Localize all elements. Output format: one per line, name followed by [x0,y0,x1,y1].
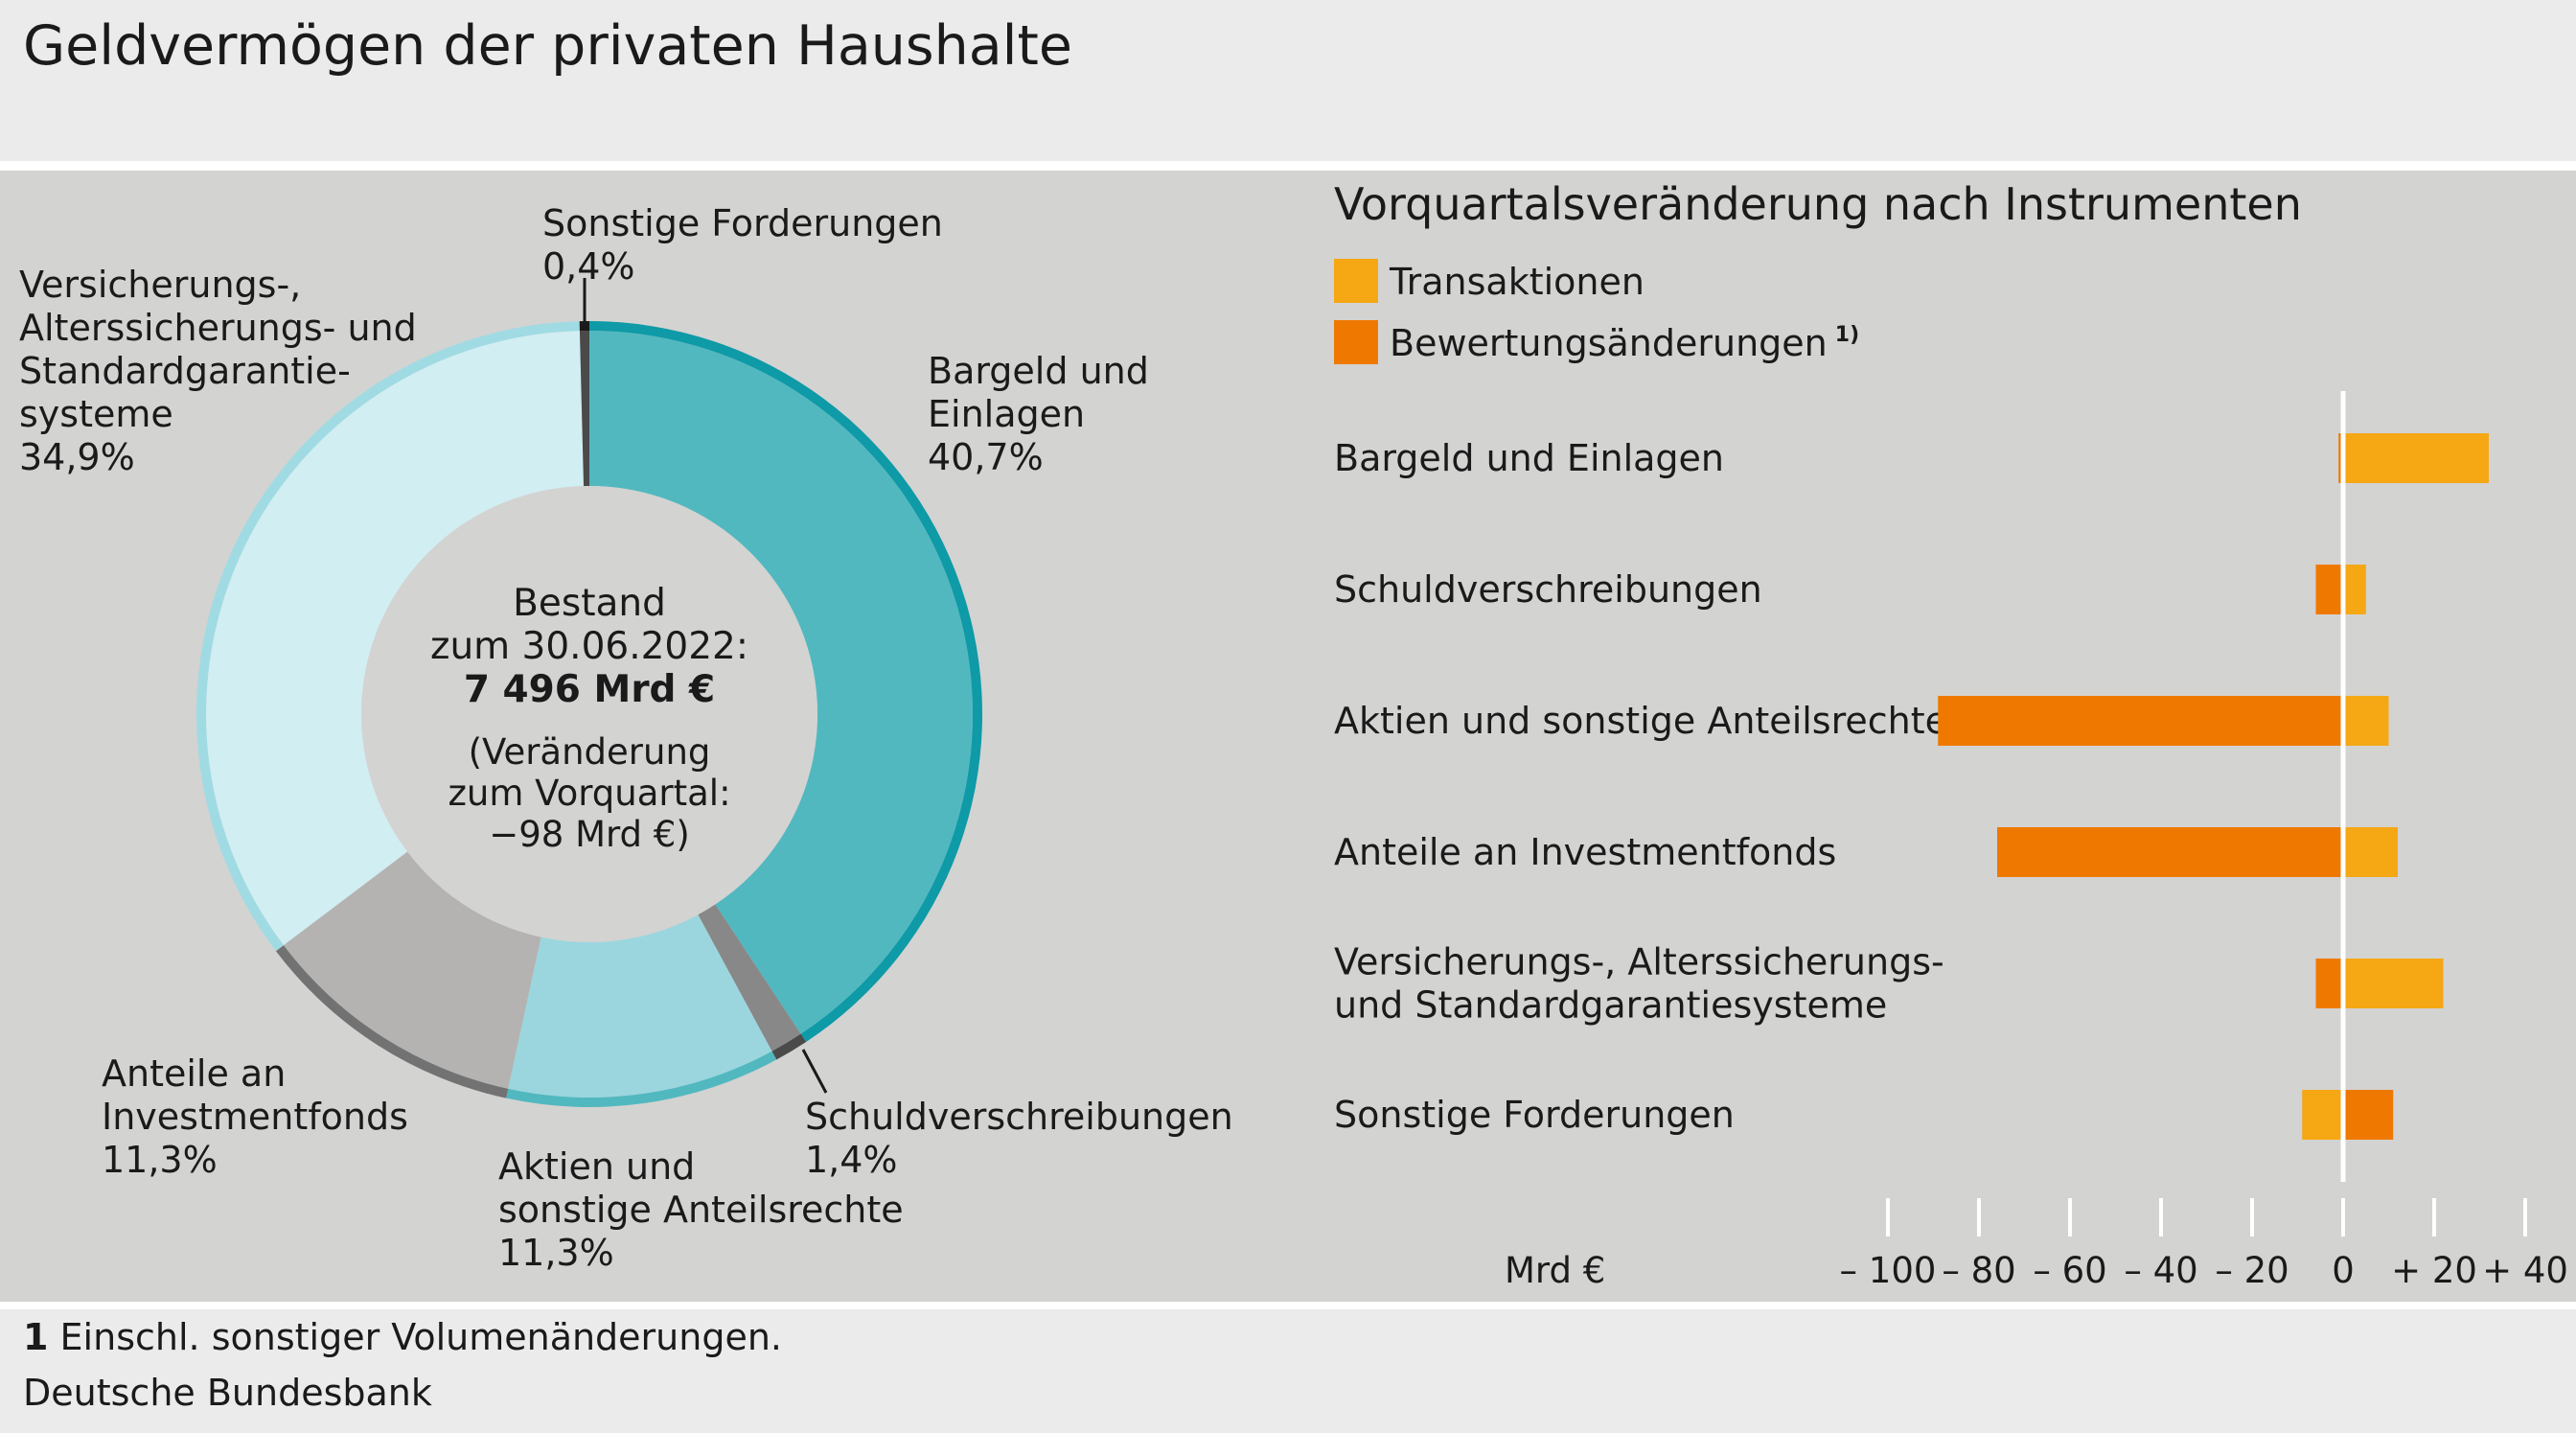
footnote-text: Einschl. sonstiger Volumenänderungen. [59,1316,783,1358]
panel-top-divider [0,161,2576,171]
bar-category-label: und Standardgarantiesysteme [1334,984,1887,1027]
bar-category-label: Schuldverschreibungen [1334,568,1762,611]
x-tick-label: – 20 [2215,1250,2288,1291]
donut-label-versicherungen: Standardgarantie- [19,350,351,392]
donut-center-line: 7 496 Mrd € [464,668,715,711]
donut-label-sonstige-forderungen: Sonstige Forderungen [542,202,943,244]
donut-center-line: Bestand [513,582,666,625]
donut-value-schuldverschreibungen: 1,4% [805,1139,898,1181]
donut-label-bargeld: Bargeld und [928,350,1149,392]
bar-transaktionen [2343,433,2489,483]
bar-transaktionen [2343,827,2398,877]
donut-value-aktien: 11,3% [498,1232,614,1274]
donut-label-investmentfonds: Investmentfonds [102,1096,408,1138]
x-tick-label: 0 [2332,1250,2355,1291]
x-tick-label: – 80 [1942,1250,2015,1291]
bar-bewertung [2315,959,2343,1008]
donut-slice-rim-sonstige-forderungen [579,321,589,332]
legend-superscript: 1) [1835,323,1859,347]
donut-label-aktien: Aktien und [498,1145,695,1188]
donut-value-bargeld: 40,7% [928,436,1044,478]
bar-bewertung [1938,696,2343,746]
bar-transaktionen [2302,1090,2343,1140]
donut-center-subline: (Veränderung [469,731,711,773]
bar-bewertung [2343,1090,2394,1140]
x-tick-label: – 60 [2033,1250,2106,1291]
bar-category-label: Aktien und sonstige Anteilsrechte [1334,700,1947,742]
donut-slice-schuldverschreibungen [698,904,801,1052]
x-tick-label: – 40 [2124,1250,2197,1291]
donut-slice-versicherungen [205,331,585,946]
legend-swatch-bewertung [1334,320,1378,364]
legend-swatch-transaktionen [1334,259,1378,303]
legend-label-bewertung: Bewertungsänderungen [1390,322,1828,364]
x-tick-label: – 100 [1840,1250,1937,1291]
donut-label-versicherungen: systeme [19,393,173,435]
bar-category-label: Versicherungs-, Alterssicherungs- [1334,941,1944,983]
page-title: Geldvermögen der privaten Haushalte [23,14,1072,78]
donut-hole [361,486,817,942]
donut-label-bargeld: Einlagen [928,393,1085,435]
donut-value-investmentfonds: 11,3% [102,1139,218,1181]
donut-label-aktien: sonstige Anteilsrechte [498,1189,904,1231]
donut-label-versicherungen: Alterssicherungs- und [19,307,417,349]
donut-center-subline: zum Vorquartal: [448,773,730,814]
donut-value-sonstige-forderungen: 0,4% [542,245,635,288]
donut-slice-bargeld [589,331,973,1034]
donut-label-versicherungen: Versicherungs-, [19,264,301,306]
footnote: 1 Einschl. sonstiger Volumenänderungen. [23,1313,782,1361]
leader-line-schuldverschreibungen [801,1049,828,1094]
bar-bewertung [2315,565,2343,614]
x-tick-label: + 40 [2482,1250,2568,1291]
donut-center-subline: −98 Mrd €) [489,814,690,855]
donut-center-line: zum 30.06.2022: [430,625,748,668]
bar-transaktionen [2343,959,2444,1008]
donut-value-versicherungen: 34,9% [19,436,135,478]
donut-chart [196,321,982,1107]
panel-bottom-divider [0,1302,2576,1309]
legend-label-transaktionen: Transaktionen [1389,261,1644,303]
bar-transaktionen [2343,696,2389,746]
footnote-number: 1 [23,1316,49,1358]
donut-slice-sonstige-forderungen [579,331,589,487]
donut-label-investmentfonds: Anteile an [102,1052,286,1095]
source-note: Deutsche Bundesbank [23,1372,432,1414]
bar-category-label: Sonstige Forderungen [1334,1094,1735,1136]
bar-bewertung [1997,827,2343,877]
donut-slice-rim-schuldverschreibungen [771,1033,807,1060]
donut-slice-aktien [508,914,772,1098]
bar-transaktionen [2343,565,2366,614]
donut-slice-investmentfonds [283,851,541,1089]
bar-category-label: Bargeld und Einlagen [1334,437,1724,479]
x-axis-unit-label: Mrd € [1505,1250,1605,1291]
donut-slice-rim-aktien [506,1051,777,1107]
bar-category-label: Anteile an Investmentfonds [1334,831,1836,873]
x-tick-label: + 20 [2391,1250,2477,1291]
bar-chart-title: Vorquartalsveränderung nach Instrumenten [1334,178,2302,230]
bar-chart: Vorquartalsveränderung nach Instrumenten… [1334,178,2568,1291]
donut-label-schuldverschreibungen: Schuldverschreibungen [805,1096,1233,1138]
